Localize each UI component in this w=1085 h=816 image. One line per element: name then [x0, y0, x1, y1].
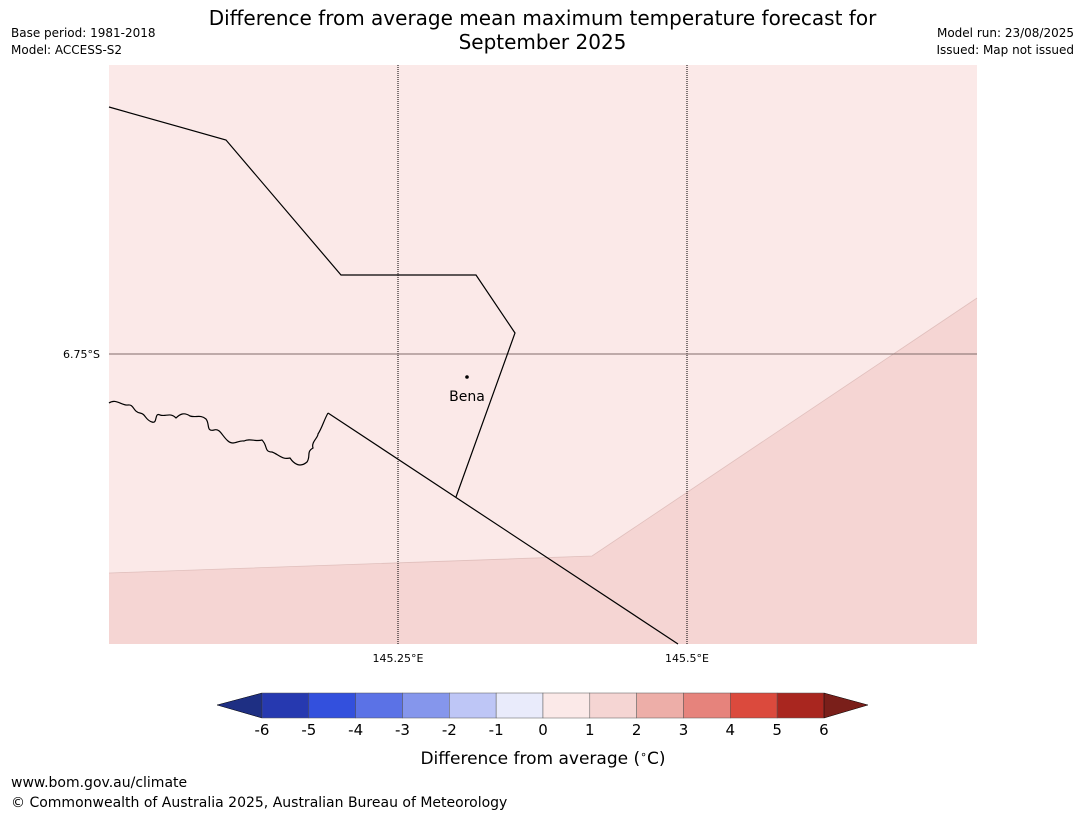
province-boundary-south — [327, 412, 679, 645]
colorbar-tick-label: 6 — [819, 721, 829, 739]
colorbar-bin — [261, 692, 310, 719]
base-period-label: Base period: 1981-2018 — [11, 26, 156, 40]
metadata-right: Model run: 23/08/2025 Issued: Map not is… — [936, 25, 1074, 59]
colorbar-bin — [730, 692, 778, 719]
colorbar-tick-label: -6 — [255, 721, 270, 739]
colorbar-bin — [636, 692, 684, 719]
province-boundary-north — [108, 106, 516, 498]
colorbar-bin — [542, 692, 591, 719]
map-title-line2: September 2025 — [458, 30, 627, 54]
colorbar-tick-label: -1 — [489, 721, 504, 739]
colorbar-bin — [449, 692, 497, 719]
colorbar-bin — [495, 692, 544, 719]
coastline — [108, 400, 329, 466]
colorbar-tick-label: 5 — [772, 721, 782, 739]
model-run-label: Model run: 23/08/2025 — [936, 26, 1074, 40]
colorbar-tick-label: -3 — [395, 721, 410, 739]
colorbar-tick-labels: -6 -5 -4 -3 -2 -1 0 1 2 3 4 5 6 — [255, 721, 829, 739]
colorbar-bin — [589, 692, 637, 719]
colorbar-tick-label: 0 — [538, 721, 548, 739]
colorbar-tick-label: 4 — [726, 721, 736, 739]
colorbar-tick-label: -5 — [301, 721, 316, 739]
longitude-label-1: 145.25°E — [373, 652, 424, 665]
colorbar-overflow-triangle — [823, 692, 869, 719]
map-title-line1: Difference from average mean maximum tem… — [208, 6, 877, 30]
longitude-label-2: 145.5°E — [665, 652, 709, 665]
colorbar-tick-label: 3 — [679, 721, 689, 739]
metadata-left: Base period: 1981-2018 Model: ACCESS-S2 — [11, 25, 156, 59]
colorbar-tick-label: 1 — [585, 721, 595, 739]
colorbar-tick-label: -4 — [348, 721, 363, 739]
colorbar-bins — [261, 692, 825, 719]
colorbar-tick-label: 2 — [632, 721, 642, 739]
footer-copyright: © Commonwealth of Australia 2025, Austra… — [11, 795, 508, 811]
town-label-bena: Bena — [449, 389, 485, 405]
town-marker — [465, 375, 469, 379]
colorbar-underflow-triangle — [216, 692, 263, 719]
model-label: Model: ACCESS-S2 — [11, 43, 123, 57]
colorbar-bin — [776, 692, 825, 719]
colorbar-bin — [355, 692, 403, 719]
map-title: Difference from average mean maximum tem… — [150, 6, 935, 54]
legend-title: Difference from average (∘C) — [420, 748, 665, 769]
anomaly-region-1-2 — [109, 298, 977, 644]
colorbar-tick-label: -2 — [442, 721, 457, 739]
anomaly-region-edge — [108, 297, 978, 574]
colorbar-legend: -6 -5 -4 -3 -2 -1 0 1 2 3 4 5 6 — [216, 692, 869, 739]
colorbar-bin — [308, 692, 356, 719]
latitude-label: 6.75°S — [63, 348, 100, 361]
colorbar-bin — [402, 692, 450, 719]
footer-url: www.bom.gov.au/climate — [11, 775, 188, 791]
issued-label: Issued: Map not issued — [936, 43, 1074, 57]
colorbar-bin — [683, 692, 731, 719]
